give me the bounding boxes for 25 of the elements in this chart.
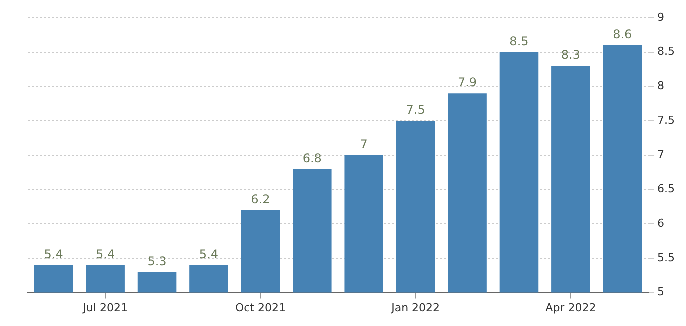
y-tick-label: 9: [658, 10, 665, 24]
y-tick-label: 6: [658, 216, 665, 230]
y-tick-label: 8.5: [658, 45, 676, 58]
x-tick-label: Oct 2021: [235, 301, 286, 314]
data-label: 5.4: [199, 247, 219, 262]
y-tick-label: 6.5: [658, 182, 676, 196]
data-label: 5.4: [96, 247, 116, 262]
data-label: 7.5: [406, 103, 426, 118]
data-label: 8.5: [510, 34, 529, 48]
data-label: 5.3: [148, 254, 167, 268]
data-label: 7: [360, 138, 368, 152]
data-label: 6.2: [251, 192, 270, 206]
data-label: 8.3: [561, 48, 580, 62]
x-tick-label: Jul 2021: [82, 301, 128, 314]
y-tick-label: 7.5: [658, 114, 676, 127]
y-tick-label: 5: [658, 286, 665, 299]
data-label: 7.9: [458, 76, 478, 90]
y-tick-label: 5.5: [658, 251, 676, 264]
data-label: 6.8: [302, 151, 322, 166]
y-tick-label: 7: [658, 148, 665, 162]
data-label: 8.6: [613, 28, 632, 42]
x-tick-label: Jan 2022: [390, 301, 440, 314]
data-label: 5.4: [44, 247, 64, 262]
x-tick-label: Apr 2022: [546, 301, 596, 314]
y-tick-label: 8: [658, 80, 665, 93]
